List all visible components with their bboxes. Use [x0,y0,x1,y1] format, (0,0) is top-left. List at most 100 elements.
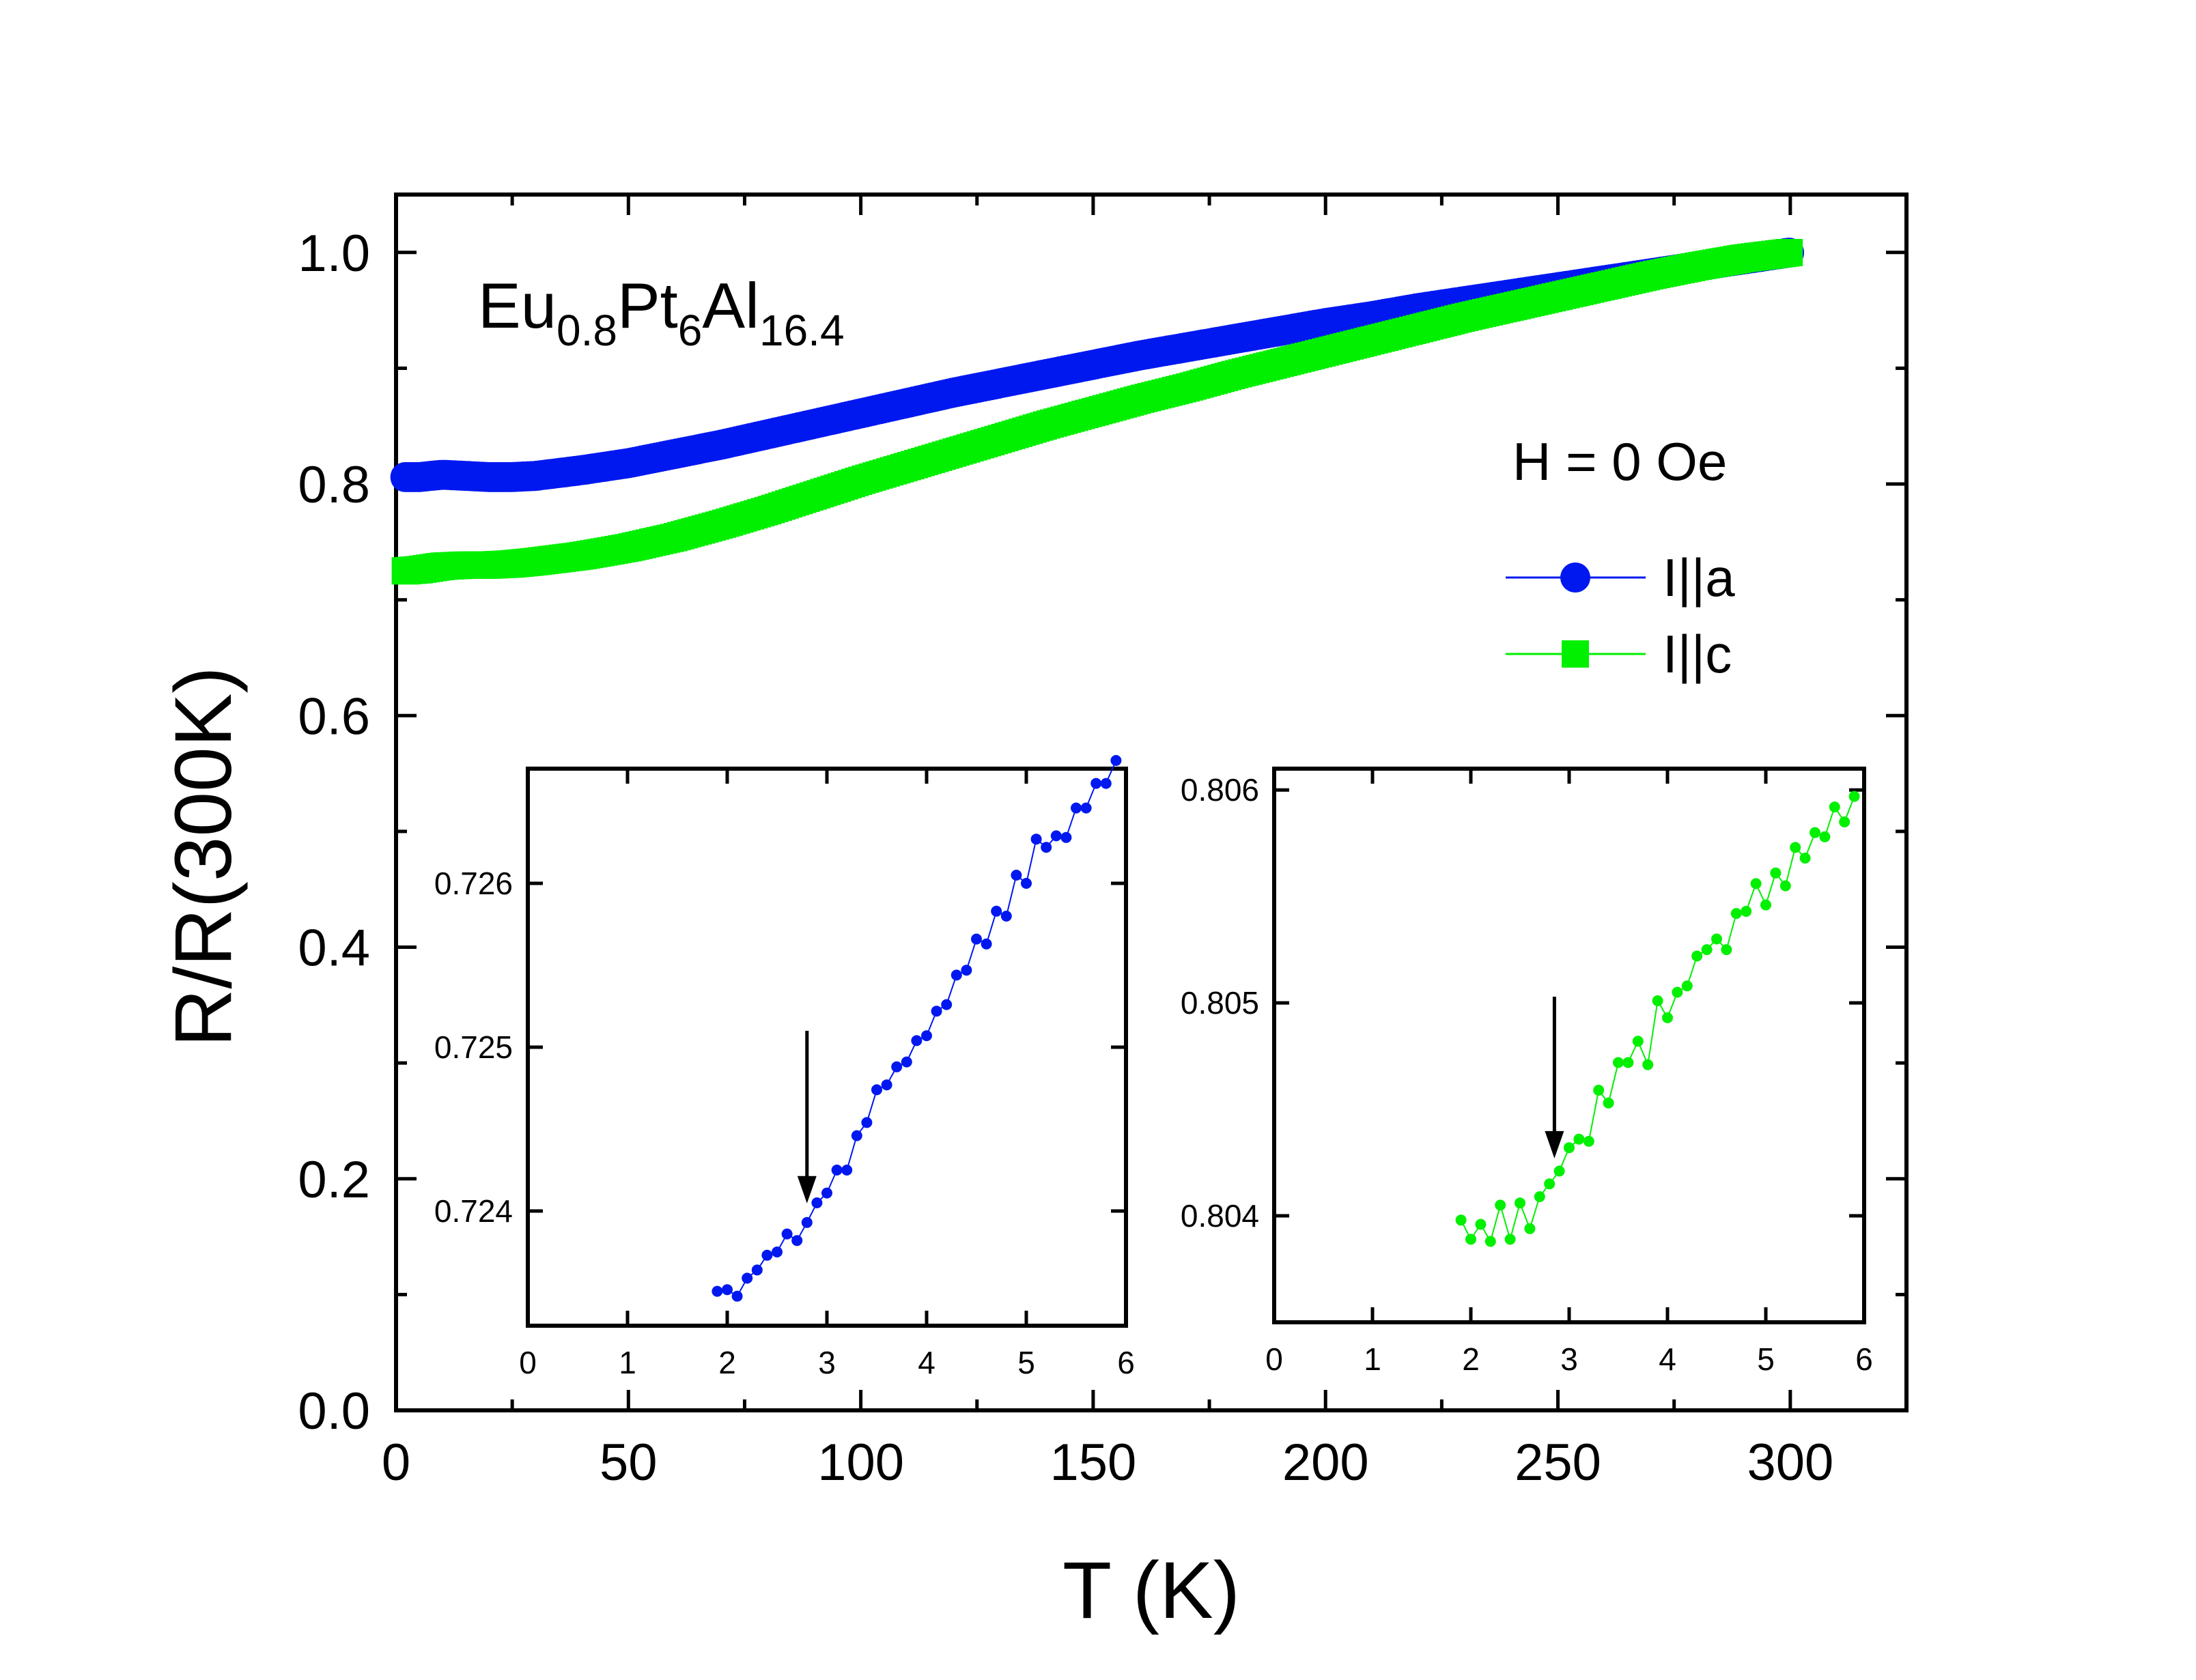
x-tick-label: 150 [1050,1434,1137,1492]
inset-data-point [1760,899,1771,911]
series-a [390,238,1805,492]
inset-data-point [901,1056,912,1068]
formula-eu-sub: 0.8 [557,306,617,355]
inset-data-point [761,1249,773,1261]
inset-data-point [791,1235,803,1247]
inset-c-x-tick-labels: 0 1 2 3 4 5 6 [1265,1341,1873,1377]
inset-data-point [1632,1036,1644,1047]
inset-data-point [831,1165,843,1176]
main-y-tick-labels: 0.0 0.2 0.4 0.6 0.8 1.0 [298,225,370,1440]
main-series-layer [390,238,1805,585]
inset-a-axis-ticks [526,769,1128,1326]
inset-data-point [1642,1059,1654,1070]
inset-data-point [821,1187,832,1199]
inset-data-point [722,1284,733,1296]
inset-data-point [1060,831,1072,843]
inset-data-point [1603,1097,1614,1109]
x-tick-label: 300 [1747,1434,1833,1492]
inset-c-axis-ticks [1272,769,1866,1322]
inset-a-x-tick-labels: 0 1 2 3 4 5 6 [519,1345,1135,1380]
inset-data-point [1662,1012,1673,1023]
data-point [1775,239,1803,266]
inset-a-frame [526,767,1128,1328]
inset-data-point [991,905,1002,917]
inset-data-point [1622,1057,1634,1068]
legend-marker-square [1562,640,1589,668]
inset-data-point [971,933,982,945]
inset-data-point [861,1117,873,1128]
main-plot-frame [394,193,1909,1412]
inset-data-point [1524,1223,1536,1234]
inset-data-point [1770,867,1782,879]
inset-data-point [891,1061,903,1072]
inset-data-point [1030,834,1042,845]
inset-data-point [751,1264,763,1276]
inset-data-point [1779,880,1791,892]
inset-data-point [981,938,992,950]
inset-data-point [1534,1191,1545,1202]
inset-data-point [1672,986,1683,998]
y-tick-label: 0.725 [434,1029,513,1065]
inset-data-point [1090,778,1102,789]
x-tick-label: 2 [718,1345,736,1380]
y-tick-label: 1.0 [298,225,370,283]
x-tick-label: 4 [918,1345,935,1380]
inset-data-point [941,999,953,1010]
inset-data-point [1504,1234,1516,1245]
x-tick-label: 5 [1757,1341,1775,1377]
legend-label-c: I||c [1663,624,1732,684]
inset-data-point [1613,1057,1624,1068]
x-tick-label: 6 [1117,1345,1135,1380]
inset-data-point [731,1290,743,1302]
inset-data-point [1711,933,1722,945]
inset-data-point [1691,950,1703,962]
inset-data-point [1080,802,1092,814]
inset-data-point [1829,801,1840,813]
inset-data-point [961,965,972,976]
x-tick-label: 0 [519,1345,537,1380]
formula-eu: Eu [478,270,557,341]
legend-marker-circle [1560,563,1590,593]
inset-data-point [1515,1197,1525,1209]
inset-data-point [871,1084,882,1096]
inset-data-point [1741,906,1752,917]
inset-data-point [1652,995,1663,1006]
inset-data-point [1848,791,1860,802]
arrow-head [797,1176,817,1204]
inset-data-point [772,1247,783,1257]
inset-a-series-layer [712,755,1122,1302]
inset-data-point [1810,827,1820,838]
y-axis-title: R/R(300K) [158,666,249,1047]
inset-data-point [1465,1234,1476,1245]
x-tick-label: 3 [1560,1341,1578,1377]
formula-al: Al [702,270,759,341]
inset-data-point [1041,842,1052,853]
inset-data-point [781,1228,793,1240]
inset-data-point [881,1079,892,1091]
main-axis-ticks [394,195,1906,1412]
y-tick-label: 0.2 [298,1151,370,1209]
x-tick-label: 3 [818,1345,836,1380]
x-tick-label: 4 [1659,1341,1676,1377]
x-tick-label: 50 [600,1434,658,1492]
inset-data-point [1495,1199,1506,1211]
x-tick-label: 100 [817,1434,904,1492]
y-tick-label: 0.8 [298,456,370,514]
y-tick-label: 0.804 [1181,1198,1259,1234]
main-x-tick-labels: 0 50 100 150 200 250 300 [382,1434,1833,1492]
inset-data-point [1100,778,1112,789]
y-tick-label: 0.805 [1181,985,1259,1021]
inset-data-point [1750,878,1762,889]
inset-data-point [1819,831,1831,842]
inset-data-point [1790,842,1801,853]
inset-data-point [801,1216,813,1228]
inset-data-point [1573,1133,1585,1145]
y-tick-label: 0.724 [434,1193,513,1229]
inset-data-point [1839,816,1850,827]
inset-data-point [1000,911,1012,922]
inset-data-point [1721,944,1732,956]
inset-data-point [1484,1236,1496,1247]
inset-data-point [1071,802,1082,814]
formula-pt-sub: 6 [678,306,703,355]
inset-data-point [1799,853,1811,864]
